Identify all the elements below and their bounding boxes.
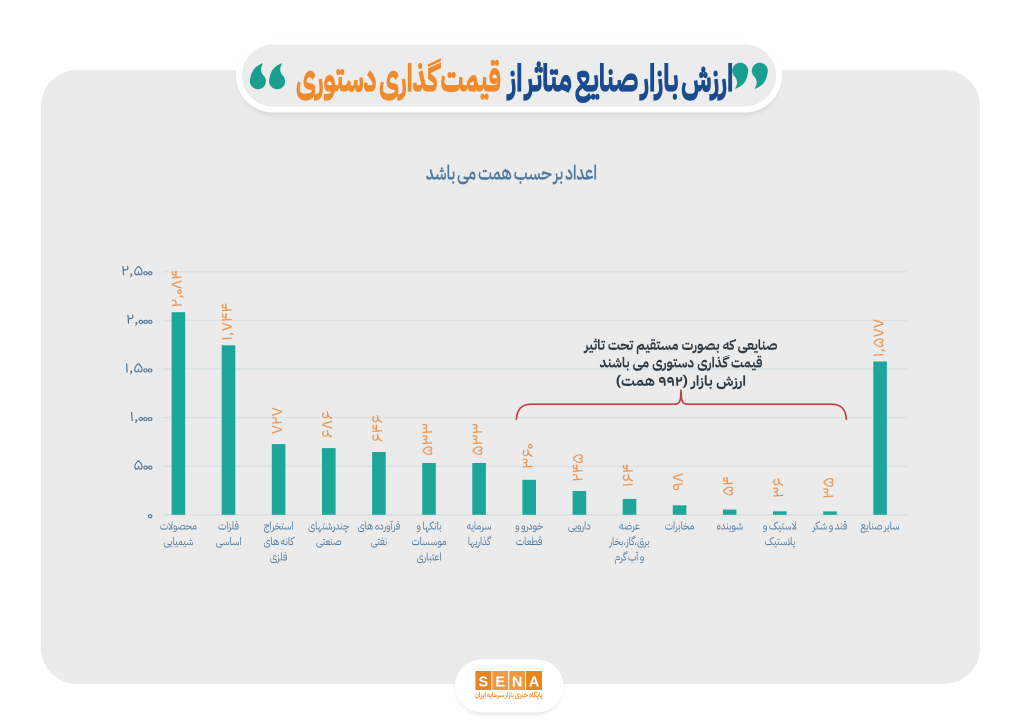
svg-text:E: E [495,675,505,691]
svg-text:S: S [478,675,488,691]
svg-text:N: N [512,675,522,691]
svg-text:A: A [529,675,540,691]
